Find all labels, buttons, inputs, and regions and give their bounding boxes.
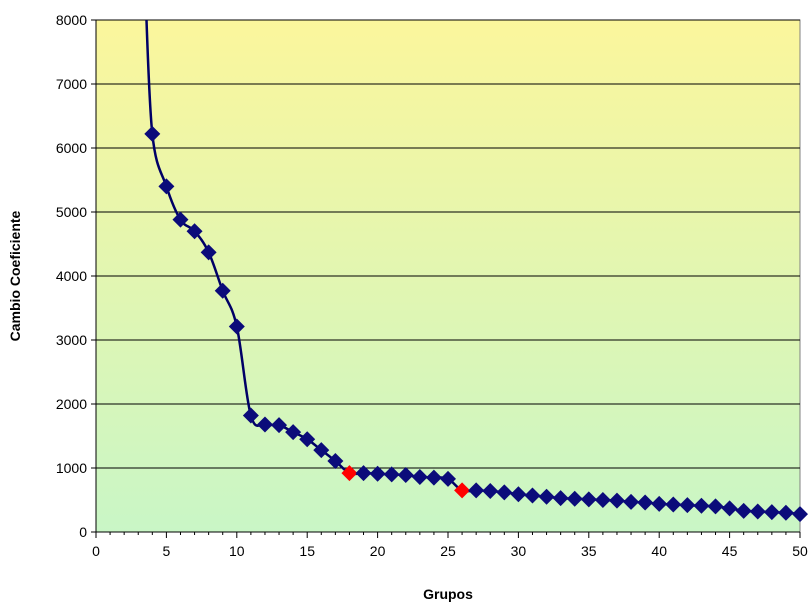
x-tick-label: 10 xyxy=(229,543,245,559)
data-point xyxy=(425,469,442,486)
data-point xyxy=(172,211,189,228)
data-point xyxy=(792,506,808,523)
data-point xyxy=(749,503,766,520)
data-point xyxy=(496,484,513,501)
data-point xyxy=(763,504,780,521)
data-point xyxy=(228,318,245,335)
highlighted-data-point xyxy=(341,465,358,482)
y-tick-label: 1000 xyxy=(56,460,87,476)
data-point xyxy=(693,497,710,514)
tick-labels: 0 5 10 15 20 25 30 35 40 45 50 0 1000 2000 3000 4000 500… xyxy=(56,12,808,559)
data-point xyxy=(200,244,217,261)
data-point xyxy=(383,466,400,483)
data-point xyxy=(144,125,161,142)
data-point xyxy=(707,498,724,515)
data-point xyxy=(411,468,428,485)
x-axis-title: Grupos xyxy=(423,586,473,602)
markers xyxy=(144,125,808,523)
data-point xyxy=(313,442,330,459)
x-tick-label: 50 xyxy=(792,543,808,559)
data-point xyxy=(552,490,569,507)
data-point xyxy=(637,494,654,511)
grid-lines xyxy=(96,19,800,469)
data-point xyxy=(524,487,541,504)
data-point xyxy=(299,431,316,448)
y-tick-label: 7000 xyxy=(56,76,87,92)
y-tick-label: 4000 xyxy=(56,268,87,284)
data-point xyxy=(594,492,611,508)
x-tick-label: 30 xyxy=(511,543,527,559)
highlighted-data-point xyxy=(454,482,471,499)
data-point xyxy=(242,407,259,424)
data-point xyxy=(623,493,640,510)
data-point xyxy=(158,178,175,195)
y-axis-title: Cambio Coeficiente xyxy=(7,210,23,341)
x-tick-label: 15 xyxy=(299,543,315,559)
data-point xyxy=(735,502,752,519)
data-point xyxy=(482,483,499,500)
data-point xyxy=(468,482,485,499)
data-point xyxy=(355,465,372,482)
data-point xyxy=(440,470,456,487)
data-point xyxy=(186,223,203,240)
data-point xyxy=(327,452,344,469)
data-point xyxy=(608,492,625,509)
y-tick-label: 6000 xyxy=(56,140,87,156)
tick-marks xyxy=(91,19,801,538)
x-tick-label: 45 xyxy=(722,543,738,559)
data-point xyxy=(256,416,273,433)
data-point xyxy=(369,465,386,482)
data-point xyxy=(721,500,738,517)
data-point xyxy=(397,467,414,484)
y-tick-label: 8000 xyxy=(56,12,87,28)
data-point xyxy=(665,496,682,513)
x-tick-label: 0 xyxy=(92,543,100,559)
data-point xyxy=(285,424,302,441)
y-tick-label: 0 xyxy=(79,524,87,540)
y-tick-label: 5000 xyxy=(56,204,87,220)
x-tick-label: 5 xyxy=(163,543,171,559)
data-point xyxy=(679,497,696,514)
x-tick-label: 35 xyxy=(581,543,597,559)
data-point xyxy=(651,495,668,512)
data-point xyxy=(214,282,231,299)
x-tick-label: 40 xyxy=(651,543,667,559)
data-point xyxy=(510,486,527,503)
data-point xyxy=(538,488,555,505)
y-tick-label: 2000 xyxy=(56,396,87,412)
data-point xyxy=(566,490,583,507)
x-tick-label: 20 xyxy=(370,543,386,559)
data-point xyxy=(580,491,597,508)
y-tick-label: 3000 xyxy=(56,332,87,348)
data-point xyxy=(777,504,794,521)
data-point xyxy=(271,417,288,434)
x-tick-label: 25 xyxy=(440,543,456,559)
